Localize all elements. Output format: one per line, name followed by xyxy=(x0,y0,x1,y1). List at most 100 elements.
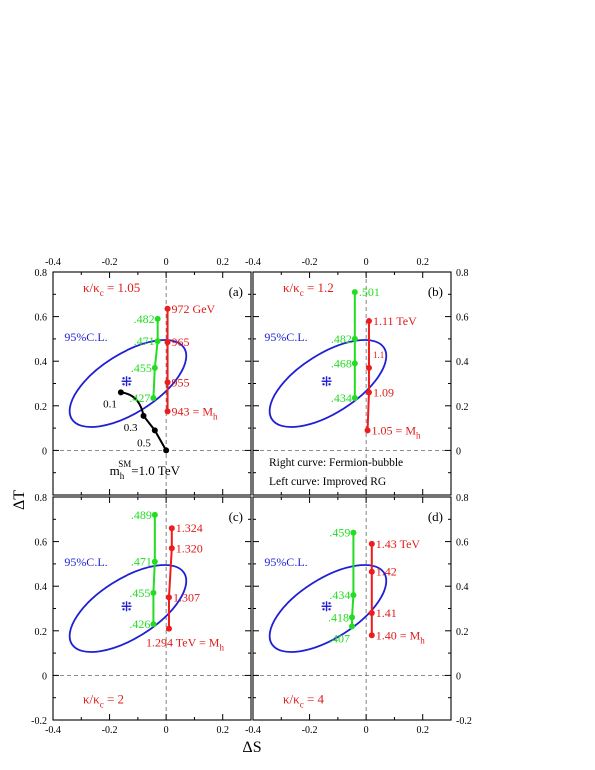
panel-note: Right curve: Fermion-bubble xyxy=(269,457,403,469)
labels-layer: 95%C.L. .482 .471 .455 .427 972 GeV 965 955 943 … xyxy=(31,257,472,736)
panel-tag: (b) xyxy=(428,284,443,299)
y-tick-label-right: 0.4 xyxy=(456,582,469,593)
data-label: .407 xyxy=(329,631,350,645)
data-point-red xyxy=(365,318,372,325)
x-tick-label: -0.4 xyxy=(245,257,261,268)
data-label: 0.5 xyxy=(137,437,151,449)
data-label: .434 xyxy=(331,391,352,405)
data-label: .482 xyxy=(134,312,155,326)
data-point-black xyxy=(117,389,124,396)
y-tick-label-right: 0.6 xyxy=(456,313,469,324)
data-point-red xyxy=(164,408,171,415)
ellipse-label: 95%C.L. xyxy=(264,555,307,569)
data-point-green xyxy=(150,589,157,596)
data-point-red xyxy=(164,379,171,386)
data-point-red xyxy=(165,594,172,601)
x-tick-label: 0.2 xyxy=(416,257,429,268)
x-tick-label: 0.2 xyxy=(216,257,229,268)
kappa-ratio-label: κ/κc = 4 xyxy=(283,691,325,709)
data-point-red xyxy=(368,540,375,547)
data-point-green xyxy=(351,289,358,296)
ellipse-label: 95%C.L. xyxy=(64,330,107,344)
y-tick-label-left: 0.4 xyxy=(35,357,48,368)
panel-note: Left curve: Improved RG xyxy=(269,476,386,488)
series-line-green xyxy=(152,318,159,399)
central-value-marker xyxy=(121,601,132,612)
data-label: 965 xyxy=(172,335,190,349)
data-point-red xyxy=(165,625,172,632)
data-point-green xyxy=(151,511,158,518)
x-tick-label: 0 xyxy=(164,725,169,736)
data-point-red xyxy=(168,545,175,552)
panel-tag: (a) xyxy=(229,284,243,299)
data-label: 1.294 TeV = Mh xyxy=(146,636,225,653)
y-tick-label-right: 0.4 xyxy=(456,357,469,368)
data-point-black xyxy=(140,412,147,419)
y-tick-label-left: -0.2 xyxy=(31,716,47,727)
x-axis-label: ΔS xyxy=(242,739,261,756)
data-point-green xyxy=(350,529,357,536)
central-value-marker xyxy=(321,601,332,612)
data-point-green xyxy=(349,623,355,630)
frame-layer xyxy=(52,271,452,721)
sm-higgs-mass-label: mhSM=1.0 TeV xyxy=(110,459,181,481)
data-label: 955 xyxy=(172,375,190,389)
x-tick-label: -0.4 xyxy=(45,257,61,268)
data-label: 1.320 xyxy=(176,541,203,555)
data-label: 1.324 xyxy=(176,521,203,535)
central-value-marker xyxy=(321,376,332,387)
data-label: .455 xyxy=(129,586,150,600)
series-line-green xyxy=(152,514,156,625)
y-tick-label-right: 0.8 xyxy=(456,493,469,504)
data-point-red xyxy=(364,427,371,434)
x-tick-label: 0.2 xyxy=(416,725,429,736)
data-point-red xyxy=(365,389,372,396)
data-point-green xyxy=(350,592,357,599)
data-label: .434 xyxy=(329,588,350,602)
data-label: .455 xyxy=(131,361,152,375)
grid-layer xyxy=(53,272,451,720)
data-point-red xyxy=(365,364,372,371)
data-label: .471 xyxy=(131,555,152,569)
data-label: 1.43 TeV xyxy=(376,537,421,551)
ellipse-label: 95%C.L. xyxy=(64,555,107,569)
y-tick-label-left: 0 xyxy=(42,446,47,457)
y-tick-label-left: 0 xyxy=(42,671,47,682)
data-label: 1.05 = Mh xyxy=(372,423,421,440)
data-label: .418 xyxy=(328,610,349,624)
y-tick-label-right: -0.2 xyxy=(456,716,472,727)
data-point-green xyxy=(150,394,157,401)
panel-tag: (d) xyxy=(428,509,443,524)
x-tick-label: -0.4 xyxy=(45,725,61,736)
y-tick-label-right: 0.2 xyxy=(456,402,469,413)
y-tick-label-left: 0.2 xyxy=(35,627,48,638)
data-point-red xyxy=(168,525,175,532)
data-point-red xyxy=(368,632,375,639)
curves-layer xyxy=(68,289,388,653)
data-label: .426 xyxy=(129,617,150,631)
data-label: 0.3 xyxy=(124,422,138,434)
data-label: 1.09 xyxy=(373,385,394,399)
y-tick-label-left: 0.4 xyxy=(35,582,48,593)
data-point-green xyxy=(150,621,157,628)
data-label: 1.1 xyxy=(373,350,384,360)
y-tick-label-right: 0.6 xyxy=(456,538,469,549)
kappa-ratio-label: κ/κc = 1.05 xyxy=(83,280,140,298)
y-tick-label-left: 0.8 xyxy=(35,493,48,504)
data-label: 972 GeV xyxy=(172,302,216,316)
data-point-green xyxy=(351,335,358,342)
series-line-red xyxy=(167,528,173,629)
data-point-green xyxy=(349,614,355,621)
data-point-green xyxy=(154,315,161,322)
kappa-ratio-label: κ/κc = 2 xyxy=(83,691,124,709)
data-label: .489 xyxy=(131,508,152,522)
x-tick-label: 0 xyxy=(364,725,369,736)
data-label: 1.42 xyxy=(376,565,397,579)
data-point-black xyxy=(163,447,170,454)
x-tick-label: 0.2 xyxy=(216,725,229,736)
data-point-green xyxy=(351,394,358,401)
x-tick-label: -0.2 xyxy=(102,257,118,268)
y-tick-label-left: 0.2 xyxy=(35,402,48,413)
data-point-black xyxy=(151,427,158,434)
